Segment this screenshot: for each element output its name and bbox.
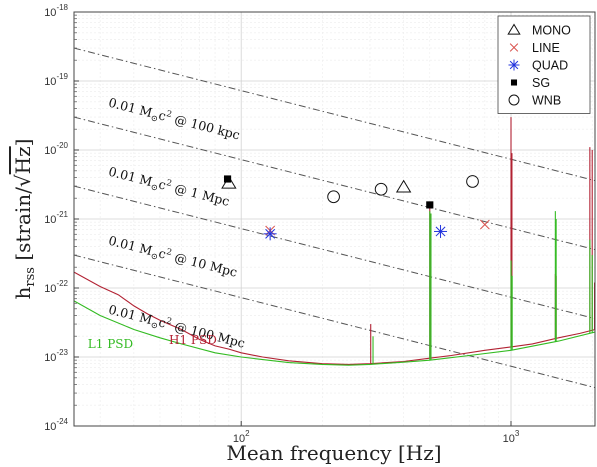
- y-tick-label: 10-23: [44, 348, 68, 364]
- legend-label-quad: QUAD: [532, 59, 568, 73]
- reference-label-superscript: 2: [165, 178, 173, 189]
- y-tick-base: 10: [44, 7, 56, 19]
- y-tick-exponent: -23: [56, 348, 68, 357]
- marker-mono: [395, 179, 412, 193]
- y-tick-base: 10: [44, 283, 56, 295]
- reference-label-sun-subscript: ⊙: [149, 113, 158, 124]
- legend: MONO LINE QUAD SG WNB: [497, 15, 591, 114]
- marker-quad: [434, 224, 448, 238]
- reference-lines: [74, 47, 595, 389]
- reference-line-10mpc: [74, 185, 595, 320]
- x-tick-exponent: 2: [245, 429, 250, 438]
- legend-marker-line: [509, 43, 519, 52]
- y-tick-base: 10: [44, 145, 56, 157]
- reference-label-superscript: 2: [165, 247, 173, 258]
- reference-label-sun-subscript: ⊙: [149, 251, 158, 262]
- marker-line: [479, 219, 490, 230]
- x-tick-label: 103: [503, 429, 520, 445]
- y-tick-label: 10-18: [44, 3, 68, 19]
- marker-wnb: [466, 175, 479, 188]
- y-tick-exponent: -20: [56, 141, 68, 150]
- y-tick-label: 10-22: [44, 279, 68, 295]
- x-tick-base: 10: [233, 433, 245, 445]
- reference-label-superscript: 2: [165, 109, 173, 120]
- reference-line-100mpc: [74, 254, 595, 389]
- x-tick-label: 102: [233, 429, 250, 445]
- reference-label-sun-subscript: ⊙: [149, 320, 158, 331]
- y-tick-exponent: -19: [56, 72, 68, 81]
- legend-marker-sg: [510, 79, 518, 86]
- x-tick-exponent: 3: [515, 429, 520, 438]
- psd-labels: H1 PSD L1 PSD: [88, 333, 217, 351]
- reference-label-c: c: [157, 245, 167, 261]
- legend-marker-quad: [508, 59, 520, 71]
- y-axis-title-sub: rss: [23, 267, 38, 287]
- psd-label-l1: L1 PSD: [88, 337, 133, 351]
- y-tick-label: 10-20: [44, 141, 68, 157]
- marker-wnb: [327, 190, 340, 204]
- psd-curve-l1: [74, 300, 595, 366]
- marker-quad: [263, 227, 277, 241]
- marker-sg: [426, 201, 434, 209]
- y-tick-label: 10-21: [44, 210, 68, 226]
- y-axis-title-sqrt-arg: Hz: [11, 146, 35, 174]
- x-axis-title-main: Mean frequency: [226, 441, 398, 465]
- marker-sg: [223, 175, 232, 183]
- x-axis-title-unit: [Hz]: [398, 441, 442, 465]
- legend-label-wnb: WNB: [532, 94, 561, 108]
- reference-label-c: c: [157, 314, 167, 330]
- x-axis-title: Mean frequency [Hz]: [226, 441, 441, 465]
- y-tick-base: 10: [44, 214, 56, 226]
- psd-label-h1: H1 PSD: [169, 333, 217, 347]
- y-tick-base: 10: [44, 76, 56, 88]
- y-tick-exponent: -21: [56, 210, 68, 219]
- reference-label-superscript: 2: [165, 316, 173, 327]
- reference-label-sun-subscript: ⊙: [149, 182, 158, 193]
- legend-marker-wnb: [508, 94, 520, 106]
- x-axis-ticks: 102 103: [233, 421, 520, 445]
- y-tick-exponent: -18: [56, 3, 68, 12]
- reference-label-c: c: [157, 176, 167, 192]
- legend-label-sg: SG: [532, 76, 550, 90]
- y-tick-exponent: -24: [56, 417, 68, 426]
- reference-label-c: c: [157, 107, 167, 123]
- y-axis-title-rest: [strain/: [11, 187, 35, 267]
- reference-line-1mpc: [74, 116, 595, 251]
- y-tick-label: 10-19: [44, 72, 68, 88]
- marker-wnb: [374, 182, 388, 196]
- legend-label-mono: MONO: [532, 24, 571, 38]
- y-axis-title: hrss [strain/√Hz]: [11, 139, 38, 300]
- y-axis-title-close: ]: [11, 139, 35, 147]
- y-axis-title-sqrt-sign: √: [11, 174, 35, 187]
- y-tick-label: 10-24: [44, 417, 68, 433]
- y-tick-base: 10: [44, 421, 56, 433]
- psd-curve-h1: [74, 271, 595, 365]
- reference-line-100kpc: [74, 47, 595, 182]
- y-axis-title-main: h: [11, 286, 35, 299]
- psd-curves: [74, 117, 595, 366]
- legend-label-line: LINE: [532, 41, 560, 55]
- svg-text:hrss [strain/√Hz]: hrss [strain/√Hz]: [11, 139, 38, 300]
- data-markers: [221, 175, 490, 241]
- x-tick-base: 10: [503, 433, 515, 445]
- y-tick-base: 10: [44, 352, 56, 364]
- legend-marker-mono: [507, 23, 521, 35]
- y-tick-exponent: -22: [56, 279, 68, 288]
